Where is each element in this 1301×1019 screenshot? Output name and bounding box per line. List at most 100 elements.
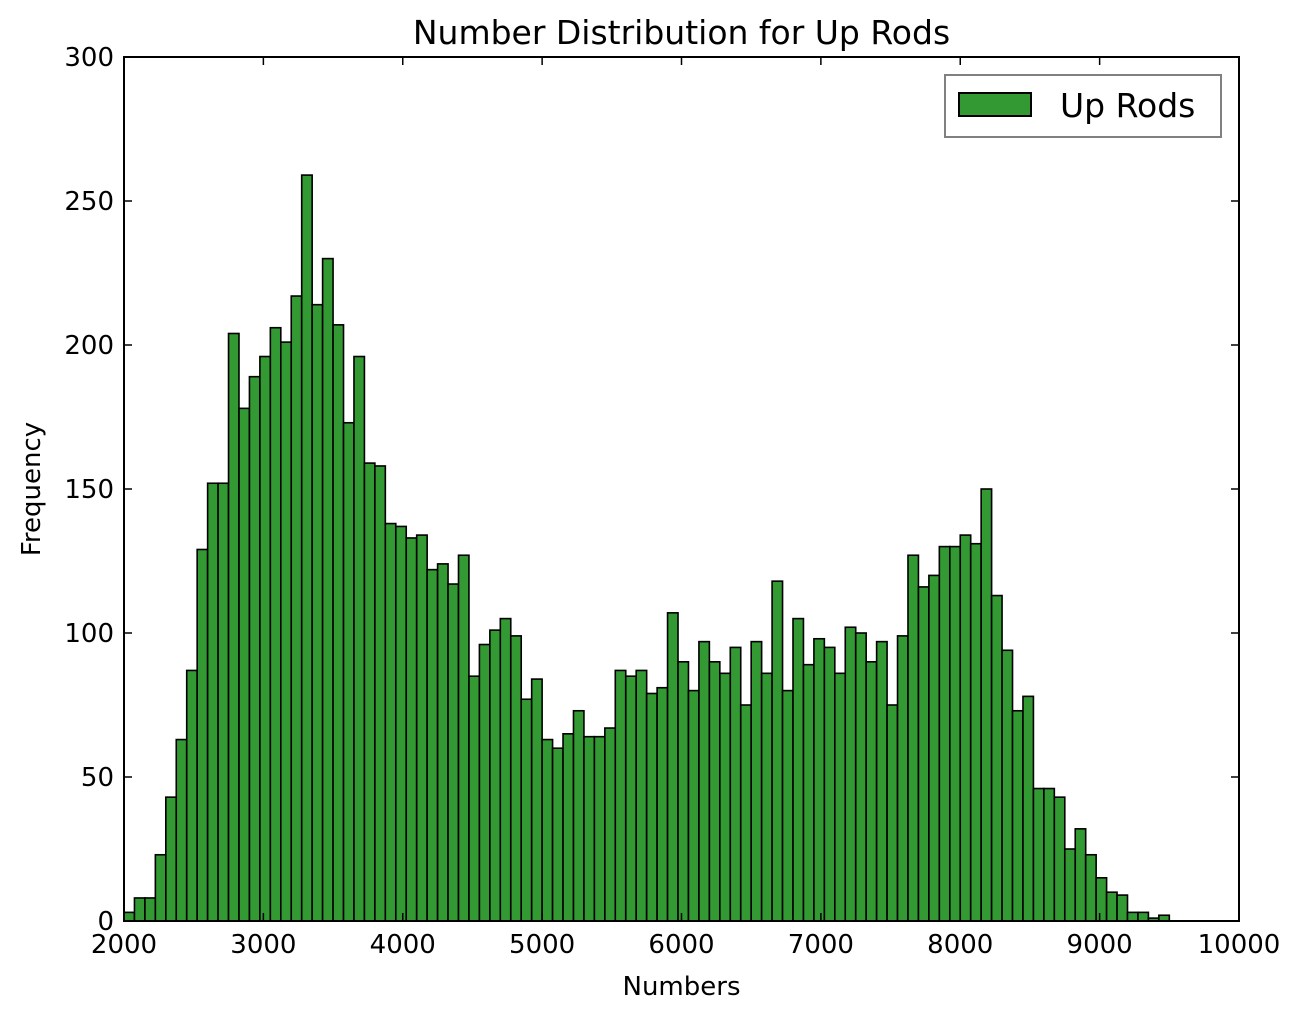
histogram-bar — [1116, 894, 1129, 922]
histogram-bar — [834, 672, 847, 922]
histogram-bar — [468, 675, 481, 922]
x-tick-label: 4000 — [370, 930, 436, 960]
histogram-bar — [708, 660, 721, 922]
histogram-bar — [426, 568, 439, 922]
histogram-bar — [394, 525, 408, 922]
x-tick-label: 8000 — [927, 930, 993, 960]
histogram-bar — [1011, 709, 1024, 922]
histogram-bar — [1074, 828, 1087, 922]
histogram-bar — [781, 689, 794, 922]
y-tick-label: 300 — [64, 43, 114, 73]
histogram-bar — [813, 637, 826, 922]
histogram-bar — [844, 626, 857, 922]
histogram-bar — [300, 174, 313, 922]
histogram-bar — [666, 612, 679, 922]
histogram-bar — [541, 738, 554, 922]
histogram-bar — [206, 482, 219, 922]
histogram-bar — [154, 853, 167, 922]
y-tick-label: 100 — [64, 619, 114, 649]
histogram-bar — [551, 747, 564, 922]
histogram-bar — [1095, 876, 1108, 922]
y-tick-label: 0 — [97, 907, 114, 937]
histogram-bar — [259, 355, 272, 922]
histogram-bar — [238, 407, 251, 922]
histogram-bar — [760, 672, 773, 922]
histogram-bar — [698, 640, 711, 922]
x-tick-label: 6000 — [648, 930, 714, 960]
x-tick-label: 2000 — [91, 930, 157, 960]
histogram-bar — [980, 488, 993, 922]
histogram-bar — [948, 545, 962, 922]
histogram-bar — [802, 663, 815, 922]
ticks-layer: 2000 3000 4000 5000 6000 7000 8000 9000 10000 0 50… — [64, 43, 1280, 960]
x-tick-label: 3000 — [230, 930, 296, 960]
histogram-bar — [384, 522, 397, 922]
histogram-bar — [1084, 853, 1097, 922]
histogram-bar — [353, 355, 366, 922]
histogram-bar — [144, 897, 157, 922]
histogram-bar — [1137, 911, 1150, 922]
histogram-bar — [374, 465, 387, 922]
histogram-bar — [792, 617, 805, 922]
histogram-bar — [1022, 695, 1035, 922]
histogram-bar — [489, 629, 502, 922]
histogram-bar — [687, 689, 700, 922]
x-axis-label: Numbers — [623, 972, 741, 1002]
histogram-bar — [405, 537, 418, 922]
histogram-bar — [624, 675, 638, 922]
histogram-bar — [969, 542, 982, 922]
histogram-bar — [1001, 649, 1014, 922]
histogram-bar — [739, 704, 752, 922]
legend-swatch — [958, 92, 1032, 117]
histogram-bar — [290, 295, 303, 922]
legend: Up Rods — [944, 74, 1222, 138]
histogram-bar — [886, 704, 899, 922]
histogram-bar — [332, 324, 345, 922]
histogram-bar — [896, 635, 909, 922]
histogram-bar — [750, 640, 763, 922]
histogram-bar — [185, 669, 198, 922]
histogram-bar — [656, 686, 669, 922]
histogram-bar — [415, 534, 428, 922]
histogram-bar — [342, 421, 355, 922]
y-tick-label: 50 — [81, 763, 114, 793]
histogram-bar — [917, 586, 930, 922]
histogram-bar — [436, 563, 449, 922]
histogram-bar — [854, 632, 867, 922]
histogram-bar — [520, 698, 533, 922]
histogram-bar — [562, 732, 575, 922]
histogram-bar — [1043, 787, 1056, 922]
histogram-bar — [499, 617, 512, 922]
histogram-bar — [279, 341, 293, 922]
legend-label: Up Rods — [1060, 86, 1195, 125]
histogram-bar — [865, 660, 878, 922]
histogram-bar — [719, 672, 732, 922]
histogram-bar — [729, 646, 742, 922]
y-axis-label: Frequency — [17, 422, 47, 556]
histogram-bar — [311, 303, 324, 922]
histogram-bar — [123, 911, 136, 922]
histogram-bar — [614, 669, 627, 922]
x-tick-label: 5000 — [509, 930, 575, 960]
y-tick-label: 200 — [64, 331, 114, 361]
histogram-bar — [227, 332, 240, 922]
histogram-bar — [959, 534, 972, 922]
chart-title: Number Distribution for Up Rods — [413, 13, 950, 52]
x-tick-label: 7000 — [788, 930, 854, 960]
histogram-bar — [593, 735, 606, 922]
histogram-bar — [635, 669, 648, 922]
histogram-bar — [583, 735, 596, 922]
histogram-bar — [823, 646, 836, 922]
histogram-bar — [269, 326, 282, 922]
histogram-bar — [604, 727, 617, 922]
histogram-bar — [645, 692, 658, 922]
histogram-bar — [457, 554, 470, 922]
histogram-bar — [217, 482, 230, 922]
histogram-bar — [196, 548, 209, 922]
x-tick-label: 10000 — [1198, 930, 1281, 960]
histogram-bar — [175, 738, 188, 922]
histogram-bar — [248, 375, 261, 922]
histogram-bar — [907, 554, 920, 922]
